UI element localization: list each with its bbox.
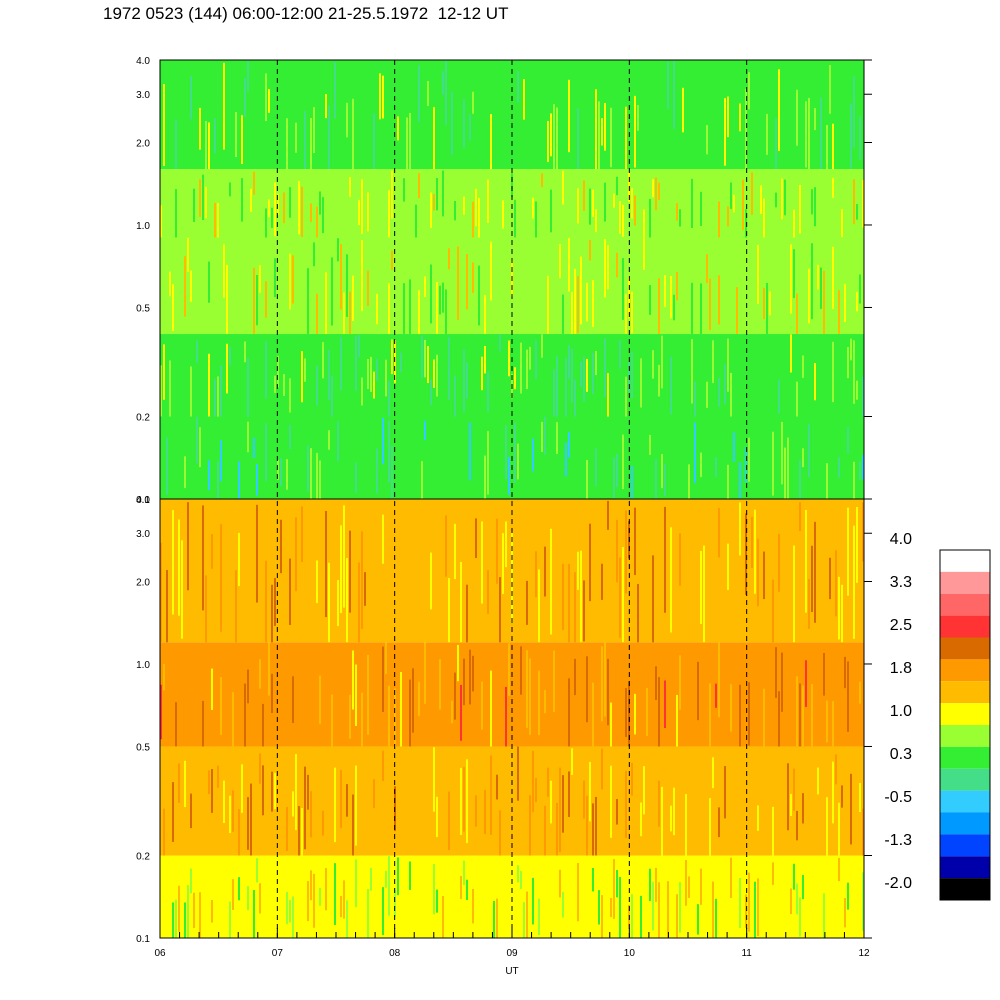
colorbar-swatch [940,637,990,660]
colorbar-label: -2.0 [884,875,912,892]
y-tick-label: 1.0 [136,660,150,671]
colorbar-label: 1.8 [890,660,912,677]
x-tick-label: 10 [624,948,636,959]
colorbar-swatch [940,615,990,638]
x-tick-label: 08 [389,948,401,959]
colorbar-swatch [940,746,990,769]
y-tick-label: 0.5 [136,742,150,753]
colorbar-swatch [940,878,990,900]
y-tick-label: 1.0 [136,221,150,232]
y-tick-label: 0.2 [136,852,150,863]
colorbar-label: 2.5 [890,617,912,634]
y-tick-label: 0.2 [136,413,150,424]
y-tick-label: 2.0 [136,577,150,588]
x-tick-label: 09 [506,948,518,959]
colorbar-label: -0.5 [884,789,912,806]
y-tick-label: 3.0 [136,529,150,540]
colorbar-label: 4.0 [890,531,912,548]
y-tick-label: 4.0 [136,56,150,67]
colorbar-swatch [940,550,990,572]
colorbar-swatch [940,571,990,594]
colorbar-label: -1.3 [884,832,912,849]
x-tick-label: 12 [858,948,870,959]
streak-texture-top [160,60,864,499]
colorbar-swatch [940,768,990,791]
colorbar-swatch [940,790,990,813]
axes: 0.10.20.51.02.03.04.00.10.20.51.02.03.04… [136,56,872,959]
colorbar-swatch [940,593,990,616]
colorbar-swatch [940,659,990,682]
colorbar-frame [939,549,991,901]
y-tick-label: 4.0 [136,495,150,506]
colorbar-swatch [940,834,990,857]
chart-title: 1972 0523 (144) 06:00-12:00 21-25.5.1972… [103,4,509,23]
colorbar-swatch [940,681,990,704]
colorbar-label: 3.3 [890,574,912,591]
x-tick-label: 11 [741,948,752,959]
hour-lines [276,60,748,938]
colorbar-label: 1.0 [890,703,912,720]
colorbar: 4.0 3.3 2.5 1.8 1.0 0.3 -0.5 -1.3 -2.0 [884,531,991,901]
y-tick-label: 0.1 [136,495,150,506]
colorbar-swatch [940,703,990,725]
y-tick-label: 0.5 [136,303,150,314]
x-tick-label: 07 [272,948,284,959]
x-axis-label: UT [505,966,518,977]
y-tick-label: 0.1 [136,934,150,945]
x-tick-label: 06 [154,948,166,959]
colorbar-swatch [940,725,990,747]
colorbar-swatch [940,812,990,835]
y-tick-label: 3.0 [136,90,150,101]
colorbar-swatch [940,856,990,879]
y-tick-label: 2.0 [136,138,150,149]
colorbar-label: 0.3 [890,746,912,763]
